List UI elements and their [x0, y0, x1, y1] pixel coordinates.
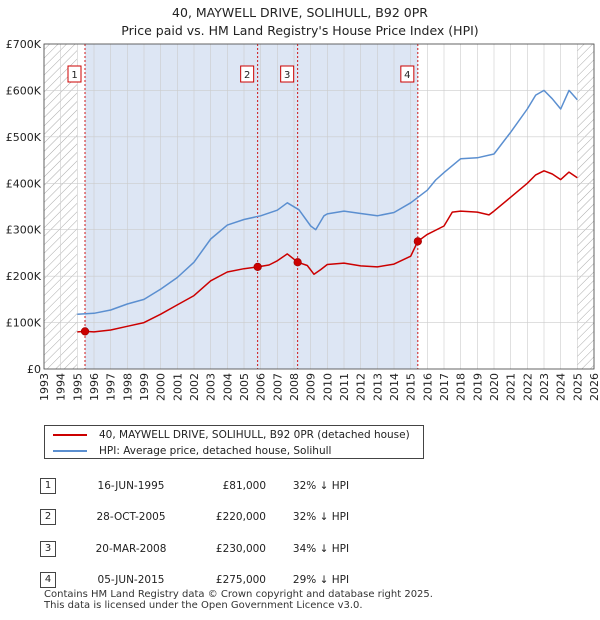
sale-price: £220,000 [215, 511, 266, 524]
footer: Contains HM Land Registry data © Crown c… [44, 589, 433, 611]
sale-number-badge: 1 [40, 477, 56, 494]
y-tick-label: £0 [27, 363, 41, 376]
x-tick-label: 1999 [138, 373, 151, 401]
x-tick-label: 2009 [305, 373, 318, 401]
sale-price: £230,000 [215, 542, 266, 555]
legend-label-property: 40, MAYWELL DRIVE, SOLIHULL, B92 0PR (de… [99, 429, 410, 441]
sale-number-badge: 2 [40, 509, 56, 526]
sale-hpi-change: 32% ↓ HPI [292, 479, 350, 492]
x-tick-label: 2010 [321, 373, 334, 401]
x-tick-label: 2020 [488, 373, 501, 401]
x-tick-label: 2026 [588, 373, 600, 401]
x-tick-label: 2024 [555, 373, 568, 401]
x-tick-label: 1996 [88, 373, 101, 401]
x-tick-label: 2012 [355, 373, 368, 401]
legend-item-property: 40, MAYWELL DRIVE, SOLIHULL, B92 0PR (de… [53, 427, 410, 443]
sale-point [293, 258, 302, 267]
x-tick-label: 2016 [421, 373, 434, 401]
x-tick-label: 2021 [505, 373, 518, 401]
x-tick-label: 2004 [221, 373, 234, 401]
sale-marker-badge [240, 65, 255, 83]
y-tick-label: £100K [6, 317, 42, 330]
x-tick-label: 2017 [438, 373, 451, 401]
y-tick-label: £600K [6, 84, 42, 97]
x-tick-label: 2007 [271, 373, 284, 401]
x-tick-label: 2025 [571, 373, 584, 401]
price-chart: 1 2 3 4 £0 £100K £200K £300K £400K £500K £600K £70… [6, 38, 600, 401]
y-tick-label: £400K [6, 177, 42, 190]
legend-item-hpi: HPI: Average price, detached house, Soli… [53, 443, 331, 459]
footer-licence: This data is licensed under the Open Gov… [44, 600, 363, 611]
x-tick-label: 1998 [121, 373, 134, 401]
x-tick-label: 2003 [205, 373, 218, 401]
y-tick-label: £200K [6, 270, 42, 283]
sales-table: 1 16-JUN-1995 £81,000 32% ↓ HPI 2 28-OCT… [40, 470, 376, 596]
property-price-line [77, 170, 578, 333]
x-tick-label: 2013 [371, 373, 384, 401]
sale-date: 28-OCT-2005 [96, 511, 166, 524]
sale-marker-number: 4 [404, 70, 410, 81]
x-tick-label: 1997 [105, 373, 118, 401]
x-tick-label: 2018 [455, 373, 468, 401]
x-tick-label: 2001 [171, 373, 184, 401]
sale-price: £275,000 [215, 574, 266, 587]
sale-number-badge: 4 [40, 572, 56, 589]
x-tick-label: 2019 [471, 373, 484, 401]
sale-marker-badge [400, 65, 415, 83]
x-tick-label: 2006 [255, 373, 268, 401]
x-tick-label: 2011 [338, 373, 351, 401]
sale-number-badge: 3 [40, 540, 56, 557]
x-tick-label: 1995 [71, 373, 84, 401]
x-tick-label: 2008 [288, 373, 301, 401]
table-row: 3 20-MAR-2008 £230,000 34% ↓ HPI [40, 533, 376, 565]
x-tick-label: 2002 [188, 373, 201, 401]
sale-marker-badge [67, 65, 82, 83]
y-tick-label: £300K [6, 224, 42, 237]
table-row: 4 05-JUN-2015 £275,000 29% ↓ HPI [40, 565, 376, 597]
sale-marker-number: 2 [244, 70, 250, 81]
x-tick-label: 2000 [155, 373, 168, 401]
x-tick-label: 1994 [55, 373, 68, 401]
sale-point [80, 327, 90, 336]
y-tick-label: £500K [6, 131, 42, 144]
sale-point [413, 237, 422, 246]
sale-hpi-change: 29% ↓ HPI [292, 574, 350, 587]
x-tick-label: 2023 [538, 373, 551, 401]
sale-marker-badge [280, 65, 295, 83]
sale-marker-number: 1 [71, 70, 77, 81]
sale-date: 20-MAR-2008 [95, 542, 167, 555]
sale-date: 05-JUN-2015 [97, 574, 165, 587]
sale-marker-number: 3 [284, 70, 290, 81]
sale-hpi-change: 34% ↓ HPI [292, 542, 350, 555]
footer-copyright: Contains HM Land Registry data © Crown c… [44, 589, 433, 600]
plot-frame [43, 43, 595, 370]
chart-title: 40, MAYWELL DRIVE, SOLIHULL, B92 0PR [172, 5, 428, 20]
x-tick-label: 2015 [405, 373, 418, 401]
table-row: 2 28-OCT-2005 £220,000 32% ↓ HPI [40, 502, 376, 534]
sale-point [253, 262, 262, 271]
legend-swatch-hpi [53, 450, 87, 452]
chart-subtitle: Price paid vs. HM Land Registry's House … [121, 23, 479, 38]
sale-price: £81,000 [222, 479, 266, 492]
hatched-region [577, 44, 594, 369]
legend-label-hpi: HPI: Average price, detached house, Soli… [99, 445, 332, 457]
x-tick-label: 2014 [388, 373, 401, 401]
hpi-line [77, 89, 578, 315]
y-tick-label: £700K [6, 38, 42, 51]
sale-hpi-change: 32% ↓ HPI [292, 511, 350, 524]
x-tick-label: 2022 [521, 373, 534, 401]
legend-swatch-property [53, 434, 87, 436]
x-tick-label: 2005 [238, 373, 251, 401]
sale-date: 16-JUN-1995 [97, 479, 165, 492]
table-row: 1 16-JUN-1995 £81,000 32% ↓ HPI [40, 470, 376, 502]
sale-period-band [85, 44, 418, 369]
legend: 40, MAYWELL DRIVE, SOLIHULL, B92 0PR (de… [44, 425, 424, 459]
x-tick-label: 1993 [38, 373, 51, 401]
